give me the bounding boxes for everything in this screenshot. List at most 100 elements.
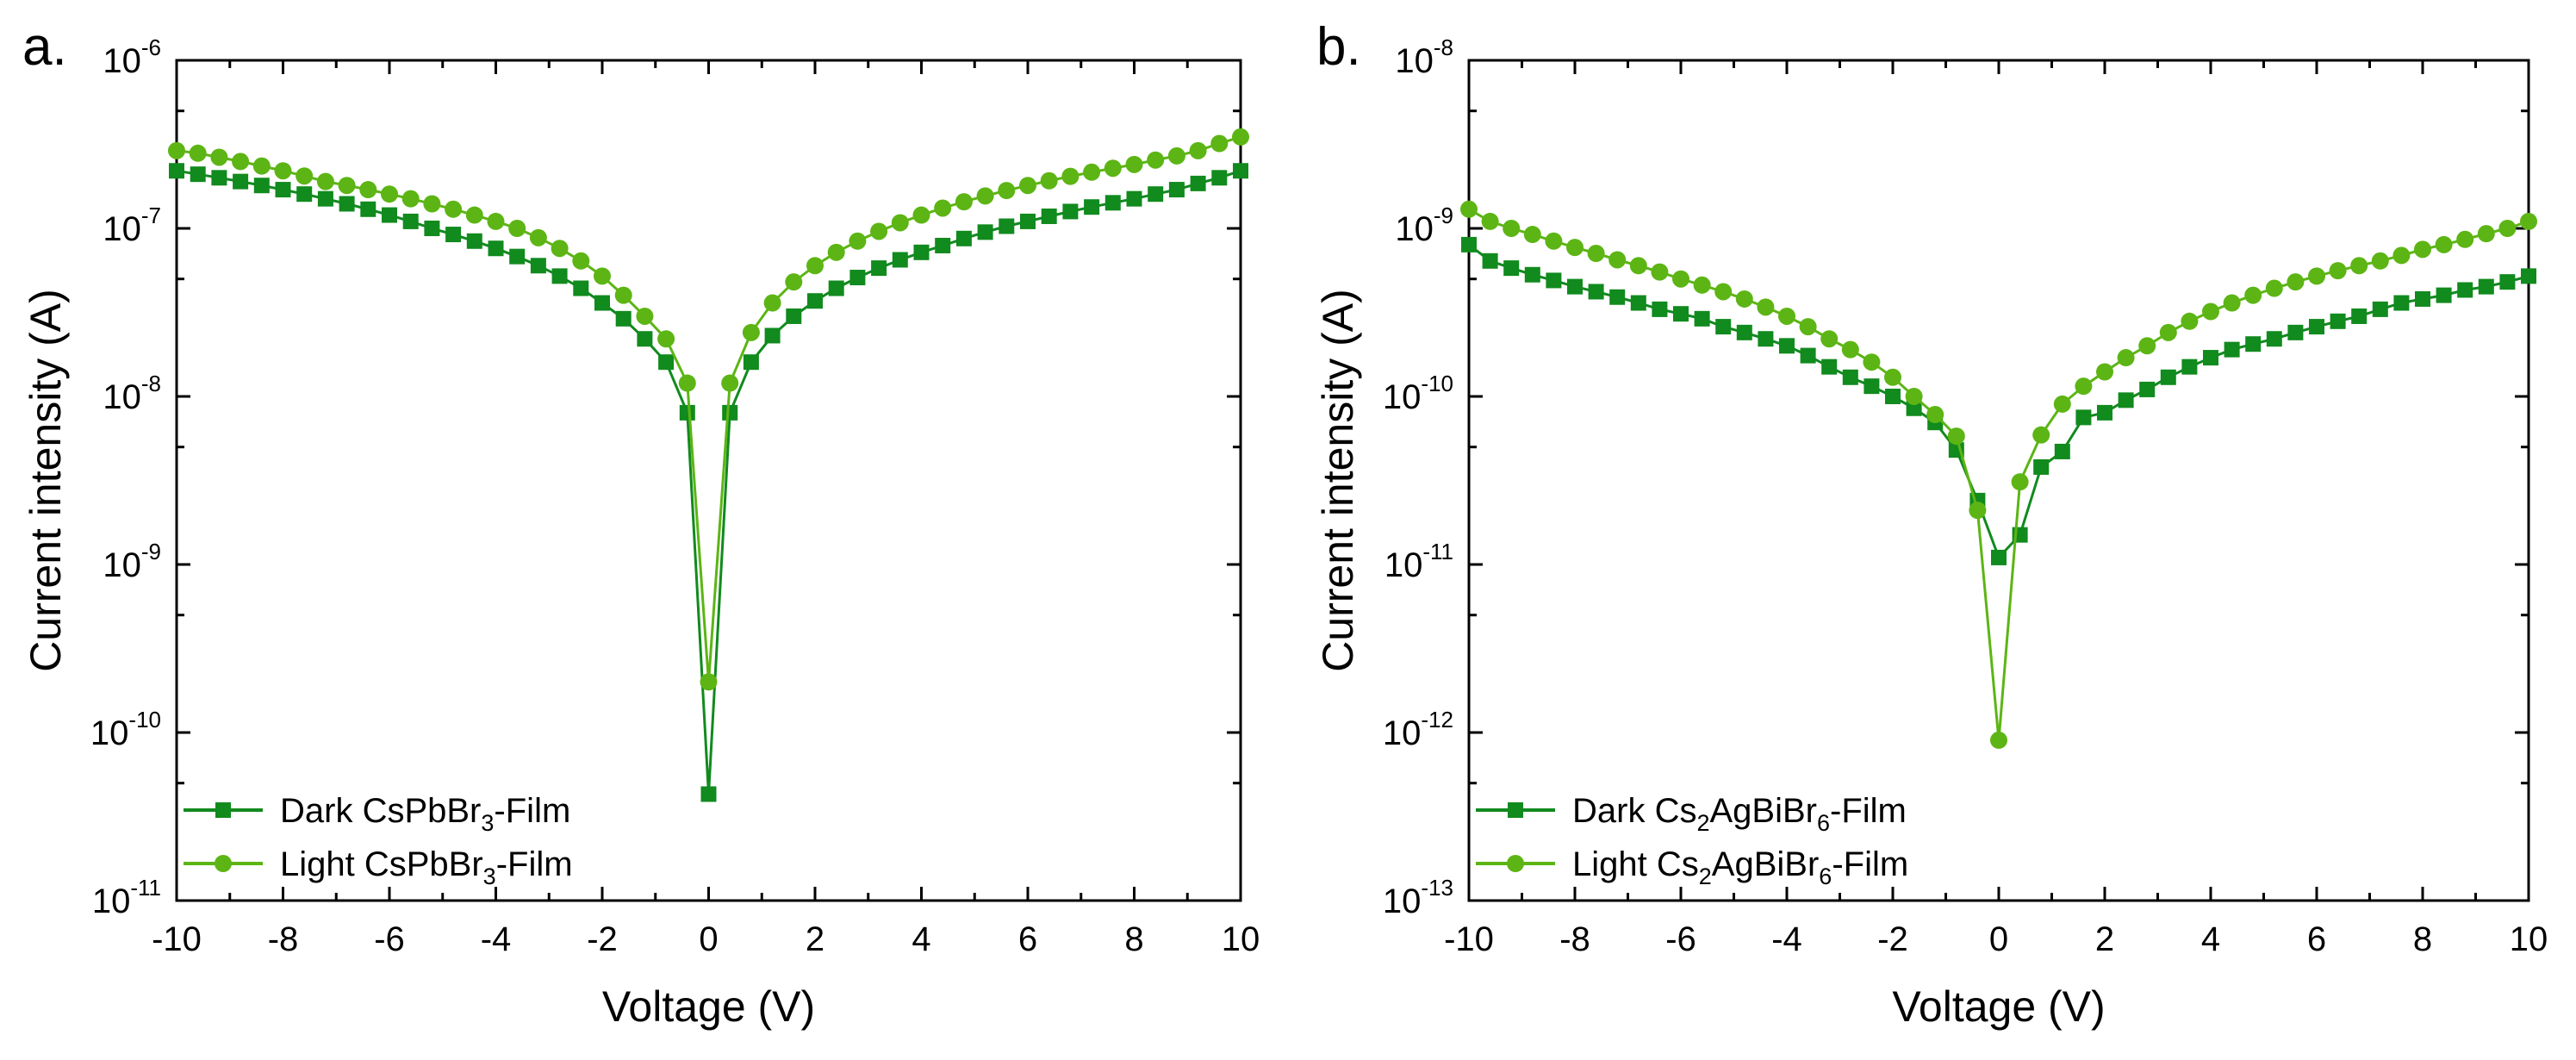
x-tick-label: 0 [1989,920,2008,958]
data-point-circle [252,157,271,175]
data-point-square [2118,392,2134,408]
data-point-square [1567,278,1583,295]
data-point-circle [1147,151,1165,169]
data-point-circle [763,294,781,312]
data-point-circle [1608,251,1627,269]
y-tick-exponent: -9 [141,539,161,564]
data-point-square [1482,253,1498,269]
y-tick-label: 10-10 [1383,371,1453,416]
legend-marker-circle [215,855,232,872]
data-point-circle [1651,263,1669,281]
data-point-square [2266,331,2282,347]
data-point-circle [189,144,207,162]
data-point-circle [1799,318,1817,336]
legend-marker-square [1508,802,1523,818]
series-light [1460,200,2537,749]
data-point-circle [2350,257,2368,275]
x-tick-label: -6 [374,920,405,958]
panel-b: -10 -8 -6 -4 -2 0 2 4 6 8 1010-1310-1210-1110-1010… [1314,17,2548,1031]
data-point-circle [1232,128,1249,146]
data-point-circle [1820,330,1839,348]
data-point-square [1084,199,1100,215]
data-point-square [2393,295,2410,311]
data-point-square [2351,308,2368,324]
data-point-circle [274,162,292,180]
legend-text: AgBiBr [1709,792,1817,830]
data-point-circle [1545,232,1563,250]
data-point-circle [445,200,463,218]
data-point-square [764,327,781,344]
data-point-circle [870,222,888,240]
data-point-square [1736,324,1752,340]
data-point-square [317,190,333,207]
legend-text: -Film [494,792,570,830]
data-point-square [1104,195,1121,211]
y-tick-exponent: -11 [130,875,161,901]
data-point-square [424,221,440,236]
data-point-circle [1778,307,1795,325]
data-point-circle [1104,159,1122,178]
legend-text: Light Cs [1572,845,1699,883]
plot-frame [1467,59,2530,902]
data-point-square [1991,549,2007,565]
x-tick-label: -4 [1771,920,1802,958]
data-point-square [1821,359,1838,375]
data-point-circle [1672,270,1689,288]
x-tick-label: -4 [481,920,512,958]
data-point-square [1906,400,1922,416]
data-point-square [2139,381,2156,397]
data-point-circle [806,257,824,275]
data-point-circle [2075,377,2093,396]
data-point-circle [721,374,739,392]
data-point-circle [2053,395,2071,413]
data-point-square [935,237,951,253]
data-point-square [1503,260,1520,277]
data-point-circle [955,193,973,211]
y-tick-exponent: -11 [1422,539,1453,564]
legend-subscript: 3 [481,810,494,836]
data-point-square [488,240,504,257]
legend-text: Dark Cs [1572,792,1696,830]
data-point-square [551,268,568,284]
data-point-square [2181,359,2198,375]
data-point-circle [401,190,420,208]
x-tick-label: 8 [1124,920,1143,958]
data-point-square [1800,347,1816,364]
data-point-circle [1189,141,1207,159]
data-point-square [402,213,419,229]
data-point-circle [296,167,314,185]
data-point-circle [1841,340,1859,359]
panel-label: b. [1316,17,1361,77]
data-point-circle [210,148,228,166]
data-point-circle [700,673,718,691]
y-tick-base: 10 [103,546,141,584]
data-point-square [253,178,270,194]
data-point-circle [1757,298,1775,316]
y-tick-base: 10 [90,714,129,752]
data-point-square [977,224,993,240]
legend-text: -Film [1830,792,1907,830]
data-point-square [1461,236,1477,253]
data-point-circle [1863,353,1881,371]
y-tick-label: 10-6 [103,34,161,80]
data-point-circle [2244,286,2262,304]
x-tick-label: -2 [587,920,618,958]
data-point-square [169,163,184,179]
legend-text: -Film [1832,845,1908,883]
data-point-square [2330,313,2346,329]
data-point-circle [2520,212,2537,230]
x-tick-label: 10 [2510,920,2548,958]
data-point-square [637,331,653,347]
data-point-square [2054,443,2070,459]
data-point-circle [2371,252,2389,270]
data-point-square [1588,284,1604,300]
x-axis-title: Voltage (V) [1892,982,2105,1031]
data-point-circle [487,212,505,230]
data-point-square [1524,266,1540,283]
y-tick-exponent: -10 [1421,371,1453,396]
y-tick-exponent: -9 [1434,203,1453,228]
data-point-circle [1061,167,1080,185]
y-tick-label: 10-8 [1395,34,1453,80]
legend-label: Light CsPbBr3-Film [280,845,573,889]
